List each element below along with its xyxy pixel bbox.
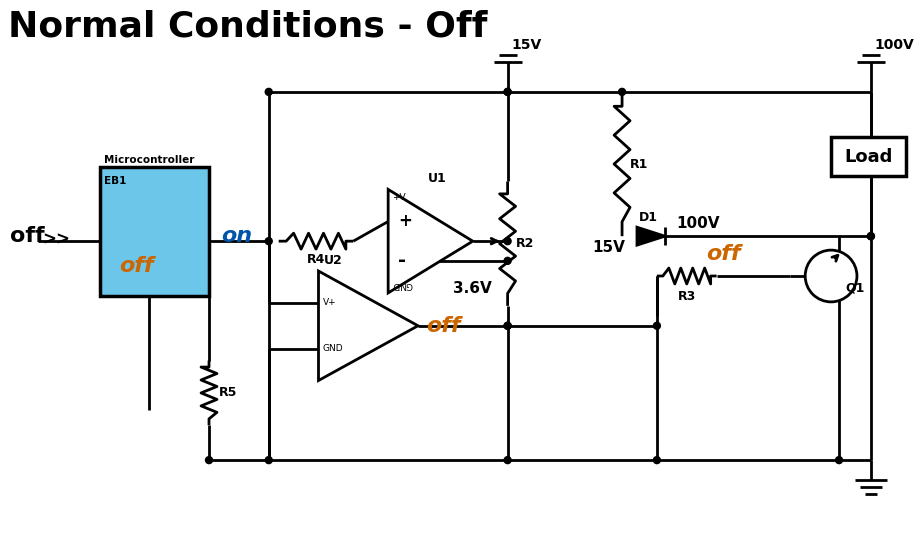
Text: Q1: Q1 (845, 282, 865, 294)
Circle shape (619, 88, 625, 95)
Text: 15V: 15V (592, 240, 625, 255)
Text: R2: R2 (515, 237, 534, 250)
Text: GND: GND (323, 344, 343, 353)
Text: R5: R5 (219, 386, 237, 399)
Polygon shape (318, 271, 418, 381)
Circle shape (868, 233, 874, 240)
FancyBboxPatch shape (831, 137, 905, 176)
Circle shape (504, 88, 511, 95)
Text: D1: D1 (639, 211, 658, 224)
Circle shape (868, 233, 874, 240)
Text: Microcontroller: Microcontroller (103, 154, 194, 165)
Circle shape (504, 88, 511, 95)
Circle shape (504, 457, 511, 463)
Circle shape (266, 88, 272, 95)
Text: EB1: EB1 (103, 176, 126, 186)
Circle shape (654, 457, 660, 463)
Text: 100V: 100V (875, 38, 915, 52)
Text: 15V: 15V (512, 38, 542, 52)
Circle shape (206, 457, 212, 463)
Text: +: + (398, 213, 412, 230)
Circle shape (266, 457, 272, 463)
Text: U2: U2 (324, 254, 342, 267)
Circle shape (654, 322, 660, 329)
Circle shape (266, 237, 272, 245)
Text: GND: GND (392, 280, 413, 289)
Text: R4: R4 (307, 253, 325, 266)
Text: off: off (120, 256, 154, 276)
Circle shape (805, 250, 857, 302)
Text: 100V: 100V (677, 216, 720, 231)
Text: Load: Load (845, 148, 892, 165)
Text: +V: +V (392, 193, 406, 202)
Polygon shape (388, 190, 473, 293)
Text: U1: U1 (428, 172, 447, 186)
Text: off: off (706, 244, 741, 264)
Text: 3.6V: 3.6V (453, 281, 491, 296)
Circle shape (504, 257, 511, 264)
Text: >>: >> (41, 230, 70, 248)
Circle shape (835, 457, 843, 463)
Circle shape (504, 322, 511, 329)
FancyBboxPatch shape (100, 166, 209, 296)
Text: Normal Conditions - Off: Normal Conditions - Off (8, 9, 488, 44)
Text: off: off (426, 316, 460, 336)
Polygon shape (637, 227, 665, 245)
Circle shape (504, 322, 511, 329)
Circle shape (504, 237, 511, 245)
Text: V+: V+ (323, 298, 337, 307)
Text: on: on (221, 226, 252, 246)
Text: off: off (10, 226, 44, 246)
Text: R3: R3 (678, 290, 696, 303)
Text: -: - (398, 251, 406, 271)
Text: R1: R1 (630, 158, 648, 170)
